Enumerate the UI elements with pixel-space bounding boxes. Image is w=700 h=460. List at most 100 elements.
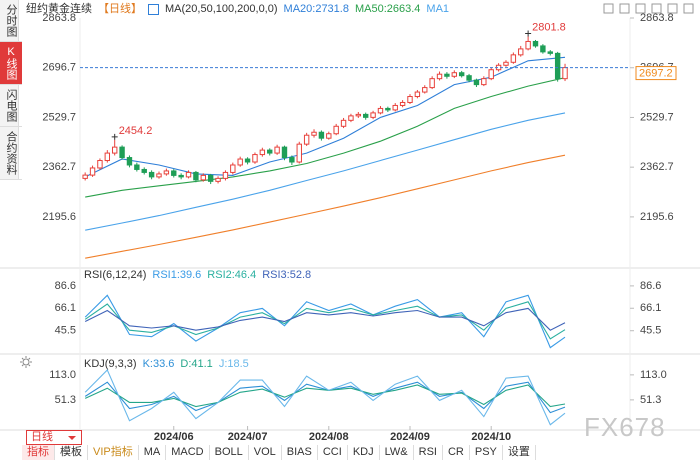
candle-body: [540, 45, 546, 53]
toolbar-tab[interactable]: LW&: [380, 445, 414, 460]
y-tick-label-right: 113.0: [640, 369, 667, 381]
candle-body: [148, 171, 155, 178]
sidebar-tab[interactable]: 闪电图: [0, 85, 22, 127]
y-tick-label-right: 51.3: [640, 394, 661, 406]
candle-body: [141, 168, 147, 173]
watermark: FX678: [584, 412, 666, 442]
candle-body: [274, 146, 280, 154]
candle-body: [458, 72, 465, 77]
candle-body: [422, 87, 428, 93]
candle-body: [451, 72, 457, 77]
legend-item: RSI3:52.8: [262, 269, 312, 281]
candle-body: [436, 73, 443, 80]
candle-body: [370, 112, 376, 118]
toolbar-tab[interactable]: CCI: [318, 445, 348, 460]
candle-body: [326, 133, 332, 139]
indicator-line: [84, 307, 566, 331]
candle-body: [348, 115, 354, 121]
period-select[interactable]: 日线: [26, 430, 82, 445]
candle-body: [377, 107, 384, 114]
candle-body: [518, 48, 524, 56]
candle-body: [281, 146, 288, 159]
toolbar-tab[interactable]: CR: [443, 445, 470, 460]
overlay-label: MA(20,50,100,200,0,0): [165, 3, 278, 15]
candle-body: [303, 134, 310, 145]
legend-item: MA50:2663.4: [354, 3, 421, 15]
checkbox[interactable]: [148, 4, 159, 15]
toolbar-tab[interactable]: KDJ: [348, 445, 380, 460]
y-tick-label-right: 2362.7: [640, 161, 674, 173]
y-tick-label: 2863.8: [42, 12, 76, 24]
toolbar-tab[interactable]: VOL: [249, 445, 282, 460]
candle-body: [488, 69, 494, 80]
y-tick-label-right: 45.5: [640, 325, 661, 337]
candle-body: [200, 174, 206, 181]
candle-body: [185, 171, 192, 178]
toolbar-icons[interactable]: [603, 3, 694, 14]
legend-item: MA20:2731.8: [283, 3, 349, 15]
indicator-line: [84, 381, 566, 414]
sidebar-tab[interactable]: 分时图: [0, 0, 22, 42]
kdj-legend: KDJ(9,3,3) K:33.6 D:41.1 J:18.5: [84, 357, 249, 371]
candle-body: [230, 164, 236, 173]
candle-body: [547, 51, 553, 54]
toolbar-tab[interactable]: 设置: [503, 445, 536, 460]
toolbar-tab[interactable]: VIP指标: [88, 445, 139, 460]
candle-body: [481, 78, 487, 86]
candle-body: [97, 160, 103, 169]
toolbar-tab[interactable]: BIAS: [282, 445, 318, 460]
candle-body: [126, 157, 133, 166]
ma-line: [85, 154, 566, 259]
legend-item: RSI2:46.4: [207, 269, 257, 281]
y-tick-label: 86.6: [55, 280, 76, 292]
toolbar: 指标 模板 VIP指标 MA MACD BOLL VOL BIAS CCI KDJ LW& RSI CR…: [22, 445, 536, 460]
candle-body: [215, 177, 221, 182]
legend-item: J:18.5: [218, 358, 249, 370]
candle-body: [222, 171, 229, 179]
toolbar-tab[interactable]: MA: [139, 445, 167, 460]
toolbar-tab[interactable]: PSY: [470, 445, 503, 460]
x-tick-label: 2024/06: [154, 431, 194, 443]
toolbar-tab[interactable]: MACD: [166, 445, 210, 460]
candle-body: [473, 79, 480, 86]
candle-body: [111, 146, 118, 154]
toolbar-tab[interactable]: 模板: [55, 445, 88, 460]
candle-body: [503, 61, 509, 66]
candle-body: [82, 174, 88, 179]
candle-body: [89, 167, 96, 176]
chart-title: 纽约黄金连续: [26, 3, 92, 15]
candle-body: [444, 73, 450, 77]
candle-body: [193, 171, 199, 181]
x-tick-label: 2024/09: [390, 431, 430, 443]
candle-body: [178, 174, 184, 178]
candle-body: [237, 158, 243, 166]
candle-body: [171, 170, 177, 176]
last-price-box: [635, 66, 677, 81]
candle-body: [363, 113, 369, 118]
candle-body: [562, 67, 568, 80]
sidebar-tab[interactable]: K线图: [0, 42, 22, 85]
y-tick-label: 2362.7: [42, 161, 76, 173]
toolbar-tab[interactable]: 指标: [22, 445, 55, 460]
y-tick-label-right: 2195.6: [640, 211, 674, 223]
candle-body: [311, 131, 317, 136]
candle-body: [296, 143, 302, 163]
y-tick-label: 2696.7: [42, 62, 76, 74]
legend-item: MA1: [426, 3, 450, 15]
price-legend: 纽约黄金连续 【日线】 MA(20,50,100,200,0,0) MA20:2…: [26, 2, 449, 16]
y-tick-label-right: 2863.8: [640, 12, 674, 24]
candle-body: [429, 78, 435, 89]
x-tick-label: 2024/08: [309, 431, 349, 443]
sidebar-tab[interactable]: 合约资料: [0, 127, 22, 180]
y-tick-label: 2529.7: [42, 111, 76, 123]
candle-body: [267, 149, 273, 154]
settings-icon[interactable]: [20, 356, 32, 368]
candle-body: [532, 40, 539, 47]
toolbar-tab[interactable]: RSI: [414, 445, 443, 460]
indicator-line: [84, 301, 566, 340]
y-tick-label: 51.3: [55, 394, 76, 406]
candle-body: [414, 91, 421, 98]
toolbar-tab[interactable]: BOLL: [210, 445, 249, 460]
